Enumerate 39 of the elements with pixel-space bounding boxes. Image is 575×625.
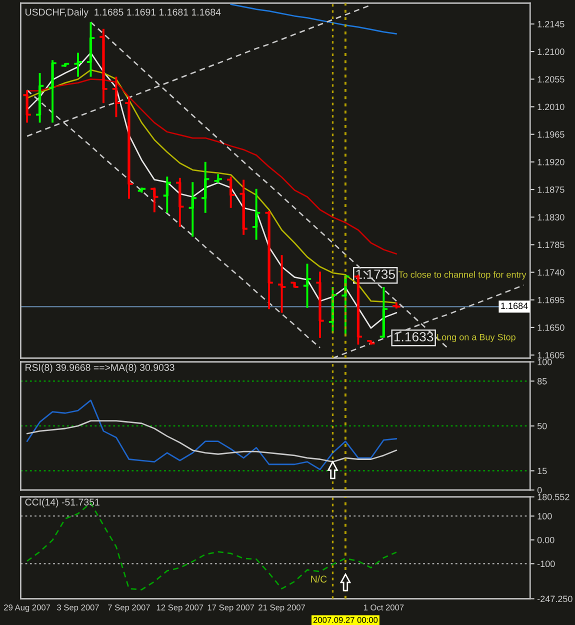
y-tick-label: 1.1785 <box>538 242 564 248</box>
y-tick-label: 0 <box>537 486 542 494</box>
x-tick-label: 21 Sep 2007 <box>258 604 306 612</box>
x-tick-label: 7 Sep 2007 <box>108 604 150 612</box>
text: USDCHF,Daily 1.1685 1.1691 1.1681 1.1684 <box>26 8 221 18</box>
chart-title: RSI(8) 39.9668 ==>MA(8) 30.9033 <box>26 364 174 373</box>
y-tick-label: 1.1740 <box>538 269 564 276</box>
x-tick-label: 2007.09.27 00:00 <box>313 617 378 623</box>
y-tick-label: 1.2100 <box>538 48 564 55</box>
y-tick-label: 1.1875 <box>538 186 564 193</box>
y-tick-label: 1.1830 <box>538 214 564 220</box>
y-tick-label: -247.250 <box>537 596 572 602</box>
annotation: N/C <box>311 575 327 583</box>
y-tick-label: 1.2055 <box>538 76 564 83</box>
y-tick-label: 1.2010 <box>538 104 564 110</box>
y-tick-label: 1.1965 <box>538 131 564 138</box>
y-tick-label: 1.1920 <box>538 158 564 166</box>
y-tick-label: 100 <box>538 513 552 520</box>
annotation: To close to channel top for entry <box>398 271 526 280</box>
y-tick-label: 15 <box>538 468 547 474</box>
y-tick-label: 1.1650 <box>538 324 564 331</box>
y-tick-label: 85 <box>537 378 547 384</box>
x-tick-label: 12 Sep 2007 <box>156 604 204 612</box>
y-tick-label: 50 <box>537 422 547 430</box>
y-tick-label: 1.2145 <box>538 20 564 28</box>
ref-line-label: 1.1684 <box>501 302 528 310</box>
y-tick-label: -100 <box>537 560 555 568</box>
annotation: Long on a Buy Stop <box>437 334 516 342</box>
y-tick-label: 100 <box>538 358 552 366</box>
x-tick-label: 1 Oct 2007 <box>364 604 404 610</box>
chart-title: CCI(14) -51.7351 <box>25 498 100 508</box>
y-tick-label: 1.1605 <box>538 352 564 358</box>
annotation: 1.1633 <box>394 332 434 342</box>
y-tick-label: 1.1695 <box>538 296 564 304</box>
y-tick-label: 0.00 <box>537 536 554 544</box>
x-tick-label: 3 Sep 2007 <box>57 604 99 612</box>
x-tick-label: 17 Sep 2007 <box>208 604 254 612</box>
x-tick-label: 29 Aug 2007 <box>4 604 50 612</box>
y-tick-label: 180.552 <box>538 494 570 500</box>
